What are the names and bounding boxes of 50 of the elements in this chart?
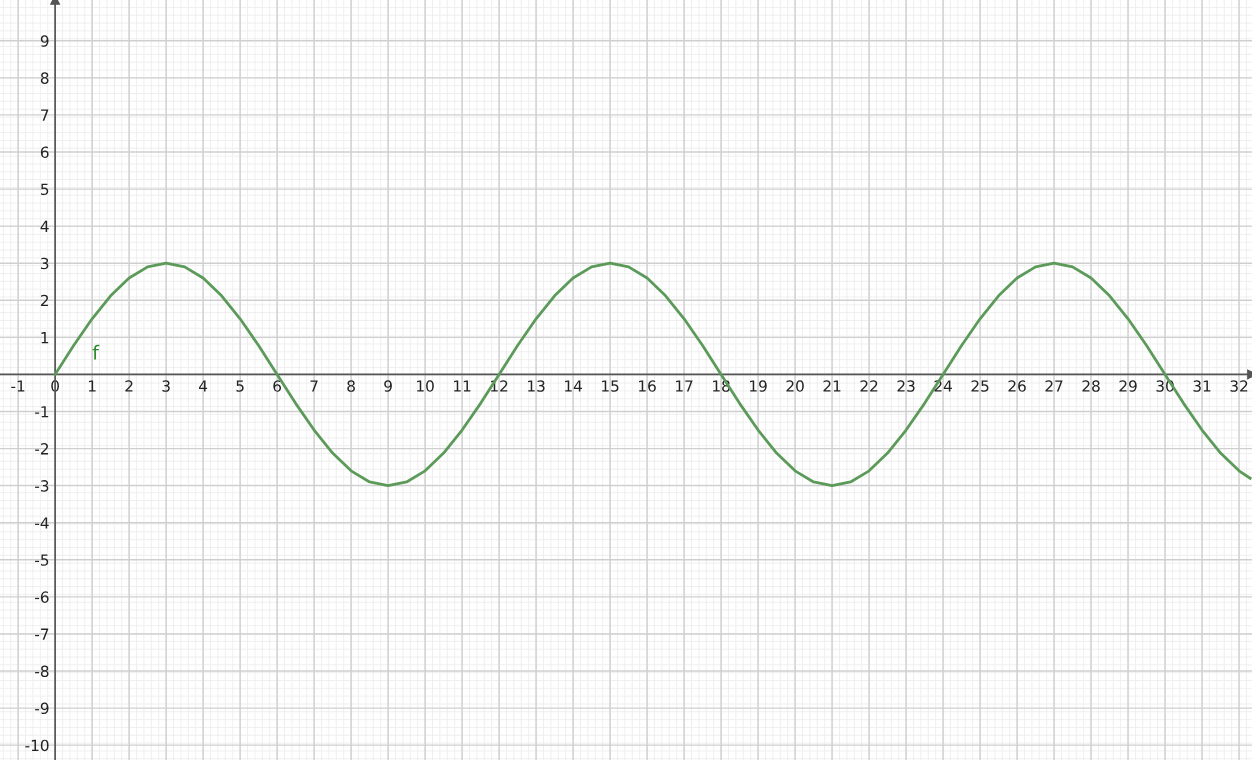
x-tick-label: 5 — [236, 380, 244, 392]
y-tick-label: 6 — [40, 146, 49, 159]
x-tick-label: -1 — [11, 380, 25, 392]
y-tick-label: -7 — [35, 628, 49, 640]
x-tick-label: 8 — [347, 380, 355, 392]
x-tick-label: 6 — [273, 380, 282, 392]
line-series — [53, 261, 1252, 488]
y-tick-label: 1 — [41, 332, 49, 344]
x-tick-label: 17 — [676, 380, 693, 392]
y-tick-label: 8 — [40, 72, 49, 84]
x-tick-label: 14 — [565, 380, 582, 392]
x-tick-label: 9 — [384, 380, 392, 392]
y-tick-label: -4 — [35, 517, 49, 529]
y-tick-label: -1 — [35, 406, 49, 418]
x-tick-label: 13 — [528, 380, 545, 392]
x-tick-label: 19 — [750, 380, 767, 392]
y-tick-label: -5 — [35, 554, 49, 566]
y-tick-label: 5 — [41, 183, 49, 196]
x-tick-label: 4 — [199, 380, 208, 392]
x-tick-label: 31 — [1193, 380, 1211, 392]
series-label: f — [92, 344, 100, 360]
x-tick-label: 22 — [860, 380, 878, 392]
y-tick-label: 3 — [41, 257, 49, 270]
x-tick-label: 7 — [310, 380, 318, 392]
y-tick-label: -8 — [35, 665, 49, 678]
y-tick-label: 4 — [40, 220, 49, 232]
x-tick-label: 15 — [602, 380, 619, 392]
y-tick-label: -10 — [25, 739, 49, 752]
x-tick-label: 29 — [1119, 380, 1137, 392]
x-tick-label: 23 — [897, 380, 915, 392]
y-tick-label: -9 — [35, 702, 49, 715]
y-tick-label: 9 — [40, 35, 49, 47]
x-tick-label: 10 — [417, 380, 434, 392]
x-tick-label: 25 — [971, 380, 989, 392]
x-tick-label: 20 — [786, 380, 804, 392]
x-tick-label: 27 — [1045, 380, 1063, 392]
y-tick-label: 2 — [40, 294, 49, 307]
y-tick-label: -3 — [35, 480, 49, 492]
x-tick-label: 16 — [639, 380, 656, 392]
x-tick-label: 28 — [1082, 380, 1100, 392]
y-tick-label: -6 — [35, 591, 49, 603]
x-tick-label: 1 — [88, 380, 96, 392]
y-tick-label: -2 — [35, 443, 49, 455]
x-tick-label: 2 — [125, 380, 133, 392]
y-tick-label: 7 — [41, 109, 49, 121]
x-tick-label: 11 — [454, 380, 471, 392]
x-tick-label: 32 — [1230, 380, 1248, 392]
x-tick-label: 3 — [162, 380, 170, 392]
x-tick-label: 26 — [1008, 380, 1026, 392]
x-tick-label: 21 — [823, 380, 841, 392]
